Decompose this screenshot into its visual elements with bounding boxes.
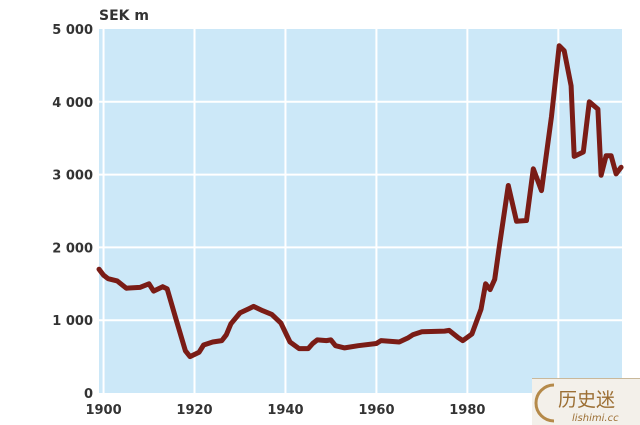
svg-text:lishimi.cc: lishimi.cc (572, 413, 619, 424)
grid (99, 29, 622, 393)
y-tick-label: 5 000 (52, 23, 93, 38)
x-tick-label: 1900 (85, 403, 121, 418)
x-tick-label: 1960 (358, 403, 394, 418)
series-line (96, 43, 624, 360)
y-axis-unit-label: SEK m (99, 8, 149, 24)
x-tick-label: 1980 (449, 403, 485, 418)
y-tick-label: 0 (84, 387, 93, 402)
x-axis: 1900 1920 1940 1960 1980 (85, 403, 485, 418)
plot-area (99, 29, 622, 393)
x-tick-label: 1940 (267, 403, 303, 418)
watermark-emblem-icon: 历史迷 lishimi.cc (534, 383, 619, 424)
y-tick-label: 4 000 (52, 96, 93, 111)
x-tick-label: 1920 (176, 403, 212, 418)
y-tick-label: 1 000 (52, 314, 93, 329)
svg-text:历史迷: 历史迷 (558, 389, 615, 411)
y-tick-label: 2 000 (52, 241, 93, 256)
y-axis: 0 1 000 2 000 3 000 4 000 5 000 (52, 23, 93, 402)
watermark-logo: 历史迷 lishimi.cc (532, 378, 640, 425)
y-tick-label: 3 000 (52, 169, 93, 184)
